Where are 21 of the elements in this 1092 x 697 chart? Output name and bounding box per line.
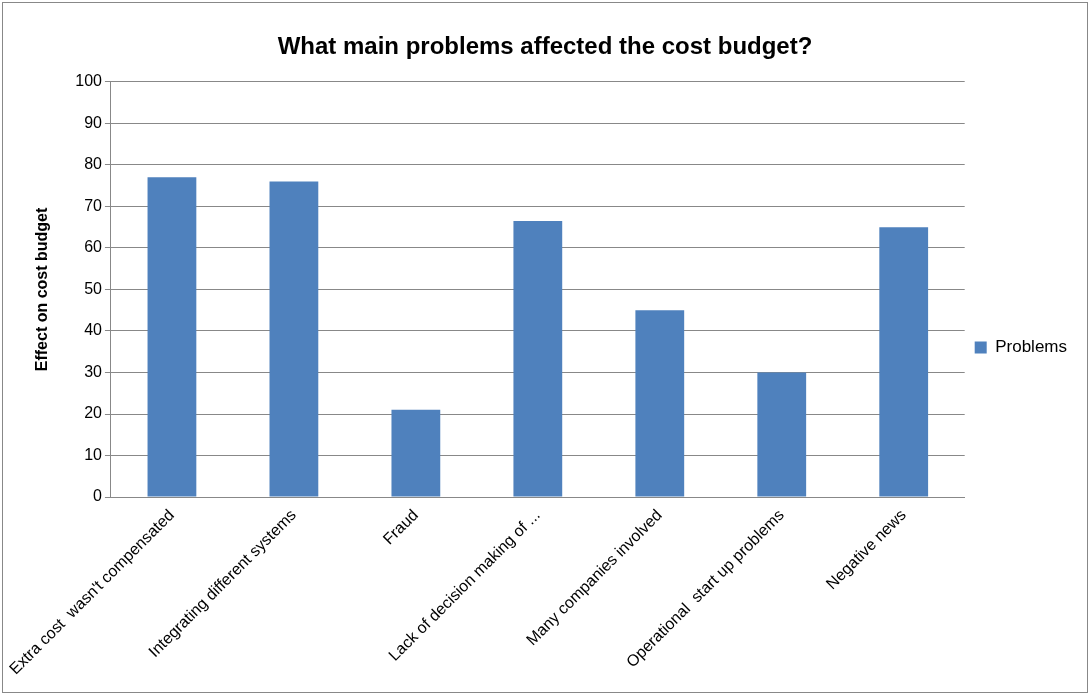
y-tick-label: 10 [84,445,103,463]
bar [269,181,319,497]
bar [147,177,197,497]
y-tick-label: 50 [84,279,103,297]
y-axis-title: Effect on cost budget [33,206,51,372]
y-tick-label: 90 [84,113,103,131]
legend-label: Problems [995,337,1068,357]
y-tick-label: 30 [84,362,103,380]
bar [513,220,563,497]
y-tick-label: 0 [93,487,103,505]
y-tick-label: 100 [75,72,103,90]
y-tick-label: 80 [84,155,103,173]
chart-title: What main problems affected the cost budget? [277,32,813,60]
bar [879,227,929,497]
y-tick-label: 60 [84,238,103,256]
bar [391,409,441,497]
y-tick-label: 40 [84,321,103,339]
y-tick-label: 20 [84,404,103,422]
bar [757,372,807,497]
y-tick-label: 70 [84,196,103,214]
bar [635,310,685,497]
